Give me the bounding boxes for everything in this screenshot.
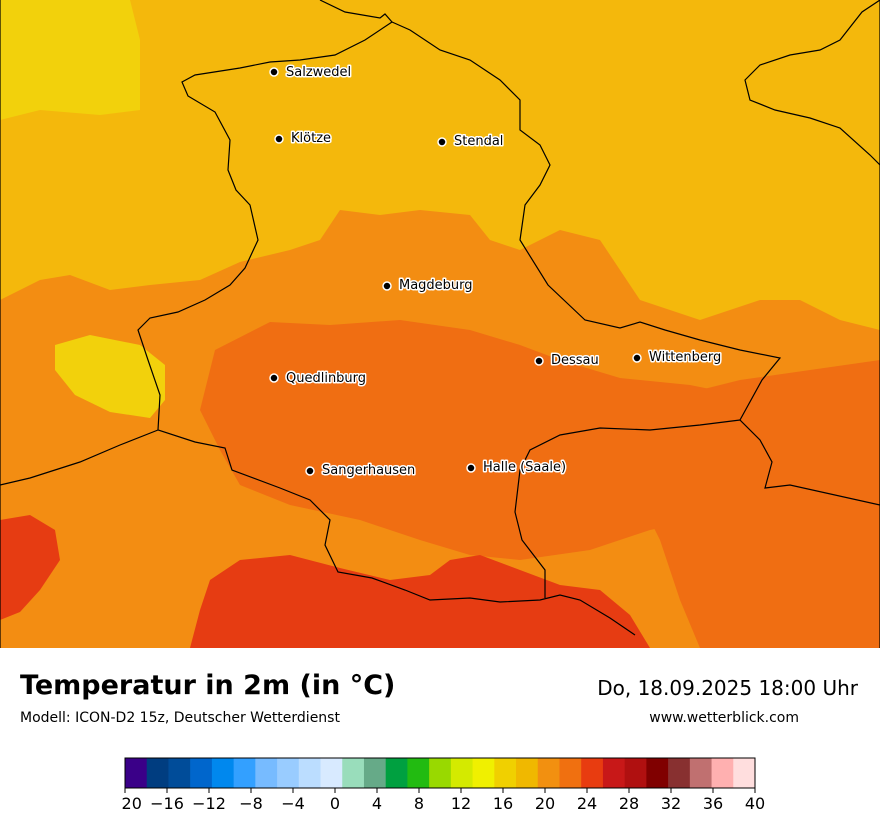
legend-swatch (537, 758, 560, 788)
svg-text:Sangerhausen: Sangerhausen (322, 463, 415, 478)
svg-text:Magdeburg: Magdeburg (399, 278, 473, 293)
legend-tick-label: 0 (330, 794, 340, 813)
legend-tick-label: −12 (192, 794, 226, 813)
legend-tick-label: −20 (120, 794, 142, 813)
temperature-map: Salzwedel Klötze Stendal Magdeburg Dessa… (0, 0, 880, 648)
svg-text:Quedlinburg: Quedlinburg (286, 371, 366, 386)
legend-swatch (602, 758, 626, 788)
legend-swatch (298, 758, 322, 788)
legend-swatch (472, 758, 495, 788)
temp-field-nw-pale (0, 0, 140, 120)
city-magdeburg: Magdeburg (382, 277, 474, 295)
legend-swatch (168, 758, 191, 788)
legend-swatch (277, 758, 300, 788)
city-stendal: Stendal (437, 133, 505, 151)
border-line (744, 0, 880, 166)
legend-swatch (342, 758, 365, 788)
border-line (391, 21, 880, 506)
city-kloetze: Klötze (274, 130, 333, 148)
legend-tick-label: −16 (150, 794, 184, 813)
legend-tick-label: −4 (281, 794, 305, 813)
legend-swatch (407, 758, 430, 788)
legend-swatch (190, 758, 213, 788)
legend-swatch (516, 758, 539, 788)
border-line (137, 0, 636, 636)
legend-tick-label: 8 (414, 794, 424, 813)
legend-tick-label: 36 (703, 794, 723, 813)
legend-swatch (450, 758, 474, 788)
legend-tick-label: 28 (619, 794, 639, 813)
legend-swatch (385, 758, 408, 788)
legend-tick-label: 40 (745, 794, 765, 813)
legend-swatch (689, 758, 713, 788)
map-title: Temperatur in 2m (in °C) (20, 670, 396, 701)
svg-text:Halle (Saale): Halle (Saale) (483, 460, 566, 475)
legend-tick-label: 4 (372, 794, 382, 813)
temp-field-east (640, 360, 880, 648)
city-sangerhausen: Sangerhausen (305, 462, 417, 480)
color-legend: −20 −16 −12 −8 −4 0 4 8 12 16 20 24 28 32 36 40 (108, 755, 765, 825)
legend-swatch (363, 758, 387, 788)
temp-field-south-red-west (0, 515, 60, 620)
border-line (0, 429, 159, 486)
legend-swatch (733, 758, 756, 788)
legend-tick-label: −8 (239, 794, 263, 813)
legend-tick-label: 16 (493, 794, 513, 813)
legend-swatch (559, 758, 582, 788)
city-halle-saale: Halle (Saale) (466, 459, 568, 477)
legend-tick-label: 12 (451, 794, 471, 813)
city-wittenberg: Wittenberg (632, 349, 723, 367)
legend-swatch (646, 758, 669, 788)
city-dessau: Dessau (534, 352, 600, 370)
forecast-datetime: Do, 18.09.2025 18:00 Uhr (597, 676, 858, 700)
legend-swatch (233, 758, 256, 788)
city-salzwedel: Salzwedel (269, 64, 353, 82)
legend-swatch (429, 758, 452, 788)
temp-field-north (0, 0, 880, 330)
legend-frame (124, 757, 756, 789)
legend-swatch (320, 758, 343, 788)
svg-text:Stendal: Stendal (454, 134, 503, 149)
svg-text:Salzwedel: Salzwedel (286, 65, 351, 80)
legend-tick-label: 20 (535, 794, 555, 813)
svg-text:Dessau: Dessau (551, 353, 599, 368)
legend-swatch (668, 758, 691, 788)
temp-field-west-pale (55, 335, 165, 418)
website-link[interactable]: www.wetterblick.com (649, 710, 799, 726)
border-line (514, 419, 741, 598)
svg-text:Wittenberg: Wittenberg (649, 350, 721, 365)
legend-tick-label: 32 (661, 794, 681, 813)
city-quedlinburg: Quedlinburg (269, 370, 368, 388)
svg-text:Klötze: Klötze (291, 131, 331, 146)
legend-swatch (211, 758, 235, 788)
legend-tick-label: 24 (577, 794, 597, 813)
legend-swatch (125, 758, 148, 788)
legend-swatch (255, 758, 278, 788)
model-source: Modell: ICON-D2 15z, Deutscher Wetterdie… (20, 710, 340, 726)
legend-swatch (624, 758, 647, 788)
legend-swatch (146, 758, 169, 788)
temp-field-south-red (190, 555, 650, 648)
legend-swatch (581, 758, 604, 788)
legend-swatch (494, 758, 517, 788)
legend-swatch (711, 758, 734, 788)
